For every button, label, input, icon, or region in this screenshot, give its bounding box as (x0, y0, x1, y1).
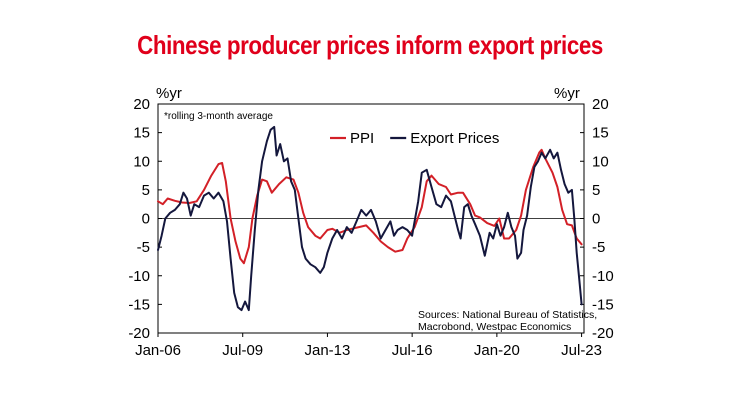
x-tick-label: Jul-23 (561, 342, 602, 359)
y-tick-label-left: -15 (128, 296, 150, 313)
y-tick-label-left: 20 (133, 96, 150, 113)
source-line: Sources: National Bureau of Statistics, (418, 309, 597, 321)
y-tick-label-right: 15 (592, 125, 609, 142)
chart-note: *rolling 3-month average (164, 111, 273, 122)
legend-label-export-prices: Export Prices (410, 130, 499, 147)
y-tick-label-right: 5 (592, 182, 600, 199)
x-tick-label: Jan-20 (474, 342, 520, 359)
series-line-export-prices (157, 125, 583, 312)
x-tick-label: Jul-09 (222, 342, 263, 359)
y-tick-label-left: 5 (142, 182, 150, 199)
y-tick-label-left: -20 (128, 325, 150, 342)
x-tick-label: Jan-06 (135, 342, 181, 359)
legend-label-ppi: PPI (350, 130, 374, 147)
x-tick-label: Jul-16 (392, 342, 433, 359)
series-layer (157, 125, 583, 312)
chart-title: Chinese producer prices inform export pr… (137, 30, 603, 60)
x-tick-label: Jan-13 (304, 342, 350, 359)
y-tick-label-right: 20 (592, 96, 609, 113)
y-tick-label-right: 10 (592, 153, 609, 170)
y-tick-label-left: -5 (137, 239, 150, 256)
y-tick-label-left: 15 (133, 125, 150, 142)
y-tick-label-right: -5 (592, 239, 605, 256)
y-tick-label-right: 0 (592, 211, 600, 228)
y-tick-label-right: -15 (592, 296, 614, 313)
source-line: Macrobond, Westpac Economics (418, 321, 571, 333)
y-tick-label-left: 10 (133, 153, 150, 170)
axes-layer (157, 103, 585, 337)
y-tick-label-right: -10 (592, 268, 614, 285)
y-tick-label-left: 0 (142, 211, 150, 228)
y-unit-label-right: %yr (554, 85, 580, 102)
series-line-ppi (157, 148, 583, 265)
y-tick-label-right: -20 (592, 325, 614, 342)
y-unit-label-left: %yr (156, 85, 182, 102)
y-tick-label-left: -10 (128, 268, 150, 285)
